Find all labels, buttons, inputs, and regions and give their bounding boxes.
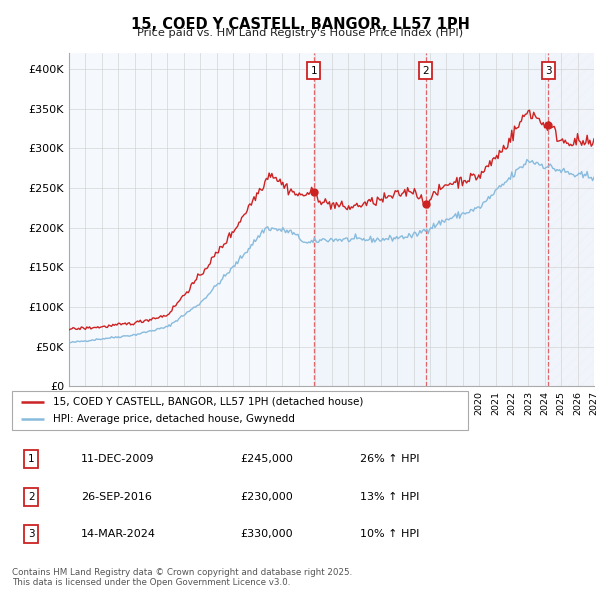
Text: 13% ↑ HPI: 13% ↑ HPI (360, 492, 419, 502)
Text: £245,000: £245,000 (240, 454, 293, 464)
Text: 14-MAR-2024: 14-MAR-2024 (81, 529, 156, 539)
Text: Contains HM Land Registry data © Crown copyright and database right 2025.
This d: Contains HM Land Registry data © Crown c… (12, 568, 352, 587)
Text: 11-DEC-2009: 11-DEC-2009 (81, 454, 155, 464)
Text: £230,000: £230,000 (240, 492, 293, 502)
Text: 15, COED Y CASTELL, BANGOR, LL57 1PH (detached house): 15, COED Y CASTELL, BANGOR, LL57 1PH (de… (53, 397, 364, 407)
Text: 1: 1 (28, 454, 35, 464)
Text: 15, COED Y CASTELL, BANGOR, LL57 1PH: 15, COED Y CASTELL, BANGOR, LL57 1PH (131, 17, 469, 31)
Text: 3: 3 (545, 65, 551, 76)
Text: £330,000: £330,000 (240, 529, 293, 539)
Bar (548, 53, 594, 386)
Bar (314, 53, 425, 386)
Text: 1: 1 (310, 65, 317, 76)
Text: 2: 2 (28, 492, 35, 502)
Bar (425, 53, 548, 386)
Text: 26% ↑ HPI: 26% ↑ HPI (360, 454, 419, 464)
Text: HPI: Average price, detached house, Gwynedd: HPI: Average price, detached house, Gwyn… (53, 414, 295, 424)
Text: 3: 3 (28, 529, 35, 539)
Text: 26-SEP-2016: 26-SEP-2016 (81, 492, 152, 502)
Text: Price paid vs. HM Land Registry's House Price Index (HPI): Price paid vs. HM Land Registry's House … (137, 28, 463, 38)
Text: 10% ↑ HPI: 10% ↑ HPI (360, 529, 419, 539)
Text: 2: 2 (422, 65, 429, 76)
